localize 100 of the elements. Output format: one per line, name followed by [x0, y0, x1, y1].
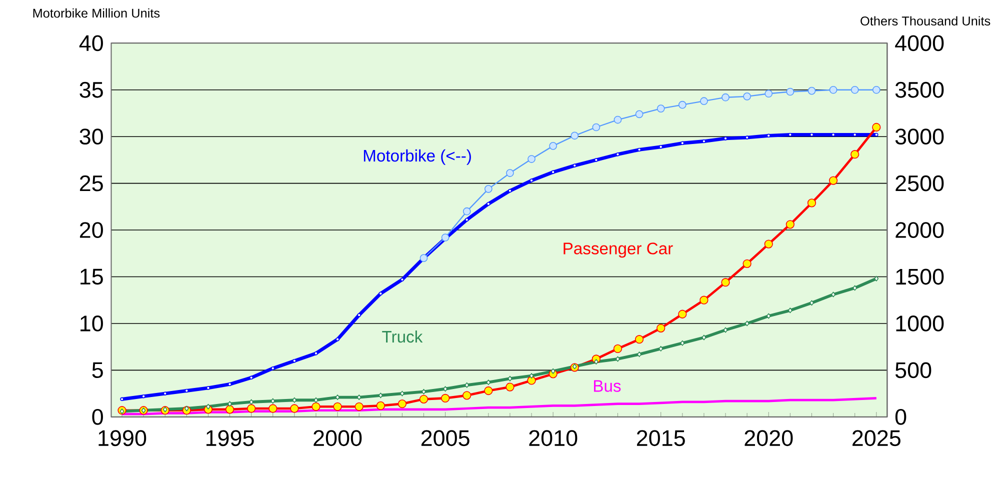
point — [484, 185, 492, 193]
point — [184, 406, 189, 412]
y-tick-label: 5 — [92, 362, 103, 378]
point — [872, 86, 880, 94]
y-tick-label: 35 — [80, 82, 103, 98]
point — [142, 394, 146, 398]
x-tick-label: 1990 — [98, 430, 146, 446]
point — [440, 394, 450, 403]
x-tick-label: 2015 — [636, 430, 685, 446]
point — [700, 97, 708, 106]
point — [120, 408, 124, 414]
point — [634, 335, 644, 344]
point — [120, 397, 124, 402]
point — [225, 405, 234, 414]
point — [486, 202, 490, 206]
point — [786, 88, 794, 96]
point — [742, 259, 752, 268]
point — [616, 152, 620, 156]
point — [443, 386, 448, 392]
series-label: Bus — [594, 380, 621, 392]
point — [506, 169, 514, 178]
y2-tick-label: 1500 — [896, 268, 944, 285]
point — [721, 278, 730, 287]
point — [462, 391, 472, 400]
y2-tick-label: 4000 — [895, 35, 944, 52]
point — [788, 308, 792, 314]
point — [400, 278, 404, 282]
point — [290, 404, 299, 413]
y-tick-label: 0 — [92, 409, 103, 425]
y-tick-label: 25 — [80, 175, 103, 192]
point — [594, 359, 598, 365]
point — [810, 300, 814, 306]
x-tick-label: 2020 — [744, 430, 793, 446]
point — [398, 400, 407, 408]
point — [336, 338, 340, 342]
point — [228, 382, 232, 386]
point — [614, 116, 622, 124]
text: Motorbike (<--) — [364, 150, 471, 166]
point — [570, 132, 579, 140]
y2-tick-label: 3000 — [895, 128, 944, 145]
point — [594, 158, 598, 162]
point — [766, 313, 771, 319]
point — [206, 404, 210, 410]
point — [807, 198, 816, 208]
x-tick-label: 2000 — [314, 430, 362, 446]
point — [764, 90, 773, 98]
point — [400, 390, 404, 396]
point — [462, 208, 471, 216]
x-tick-label: 2010 — [529, 430, 578, 446]
point — [333, 402, 342, 412]
point — [551, 170, 555, 174]
point — [702, 140, 706, 144]
point — [465, 218, 469, 222]
point — [786, 220, 794, 229]
point — [656, 104, 665, 113]
point — [613, 344, 622, 354]
point — [506, 382, 514, 392]
point — [872, 123, 881, 132]
y-tick-label: 40 — [79, 35, 103, 52]
y-tick-label: 10 — [80, 316, 103, 332]
point — [354, 402, 364, 412]
point — [766, 134, 770, 138]
point — [228, 401, 232, 407]
point — [678, 101, 686, 109]
point — [572, 364, 577, 370]
point — [484, 386, 493, 396]
x-tick-label: 2005 — [421, 430, 470, 446]
y2-axis-title: Others Thousand Units — [860, 16, 990, 26]
point — [249, 376, 254, 380]
point — [874, 276, 879, 282]
point — [530, 178, 534, 183]
point — [874, 132, 878, 137]
point — [268, 404, 278, 413]
point — [678, 310, 687, 319]
y2-tick-label: 500 — [895, 362, 932, 378]
point — [528, 155, 536, 164]
x-tick-label: 2025 — [852, 430, 900, 446]
text: Truck — [382, 330, 423, 343]
y2-tick-label: 2000 — [896, 222, 944, 238]
point — [376, 402, 385, 410]
point — [271, 366, 275, 370]
point — [850, 86, 859, 94]
point — [656, 324, 666, 333]
point — [637, 148, 642, 152]
point — [743, 92, 751, 100]
point — [831, 292, 836, 298]
y2-tick-label: 0 — [895, 409, 906, 425]
point — [616, 356, 620, 362]
point — [680, 141, 684, 146]
point — [378, 292, 383, 296]
point — [592, 123, 600, 132]
point — [700, 296, 708, 305]
point — [529, 373, 534, 379]
point — [852, 285, 858, 291]
y-tick-label: 15 — [80, 269, 103, 285]
y2-tick-label: 2500 — [896, 175, 944, 192]
y2-tick-label: 1000 — [896, 316, 944, 332]
point — [635, 110, 644, 118]
point — [419, 394, 428, 404]
point — [312, 402, 320, 412]
